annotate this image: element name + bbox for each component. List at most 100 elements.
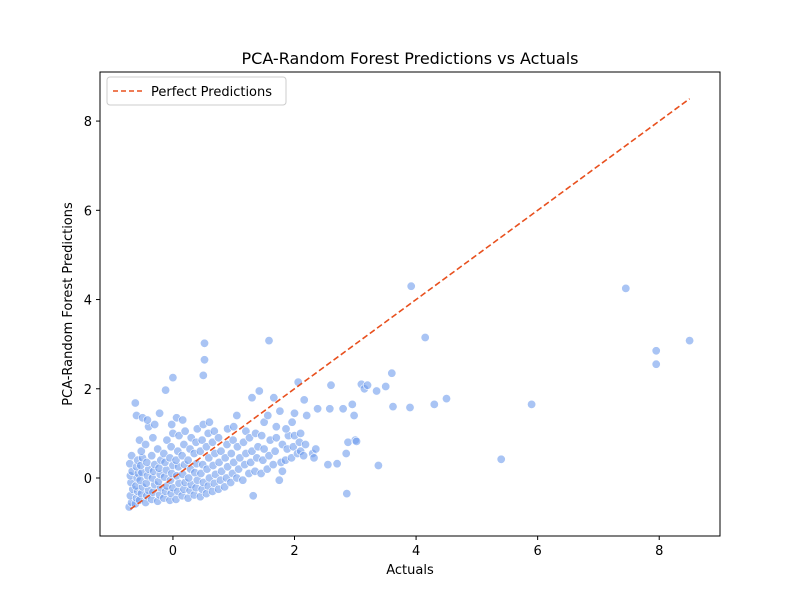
data-point	[496, 454, 506, 464]
data-point	[349, 410, 359, 420]
x-tick-label: 8	[655, 544, 663, 559]
legend: Perfect Predictions	[106, 76, 287, 106]
data-point	[264, 451, 274, 461]
data-point	[302, 410, 312, 420]
data-point	[245, 433, 255, 443]
data-point	[293, 377, 303, 387]
data-point	[441, 394, 451, 404]
data-point	[201, 442, 211, 452]
data-point	[270, 446, 280, 456]
legend-box	[106, 76, 287, 106]
data-point	[229, 457, 239, 467]
data-point	[141, 439, 151, 449]
data-point	[351, 436, 361, 446]
data-point	[342, 489, 352, 499]
data-point	[259, 444, 269, 454]
data-point	[527, 399, 537, 409]
data-point	[196, 468, 206, 478]
data-point	[281, 424, 291, 434]
y-tick-label: 0	[84, 472, 92, 487]
data-point	[223, 462, 233, 472]
data-point	[217, 466, 227, 476]
data-point	[388, 402, 398, 412]
data-point	[142, 415, 152, 425]
data-point	[372, 386, 382, 396]
data-point	[214, 433, 224, 443]
data-point	[178, 415, 188, 425]
data-point	[271, 422, 281, 432]
data-point	[127, 451, 137, 461]
data-point	[226, 477, 236, 487]
y-tick-label: 2	[84, 383, 92, 398]
data-point	[323, 460, 333, 470]
x-tick-label: 6	[534, 544, 542, 559]
data-point	[135, 435, 145, 445]
data-point	[258, 455, 268, 465]
data-point	[338, 404, 348, 414]
data-point	[198, 370, 208, 380]
data-point	[621, 283, 631, 293]
data-point	[130, 398, 140, 408]
data-point	[204, 453, 214, 463]
data-point	[373, 460, 383, 470]
data-point	[332, 459, 342, 469]
data-point	[326, 380, 336, 390]
data-point	[200, 338, 210, 348]
data-point	[341, 448, 351, 458]
data-point	[239, 437, 249, 447]
data-point	[192, 424, 202, 434]
data-point	[651, 346, 661, 356]
data-point	[229, 422, 239, 432]
reference-line-layer	[129, 98, 691, 510]
y-tick-label: 4	[84, 294, 92, 309]
data-point	[177, 451, 187, 461]
data-point	[287, 417, 297, 427]
data-point	[325, 404, 335, 414]
data-point	[153, 444, 163, 454]
legend-label-perfect-predictions: Perfect Predictions	[151, 85, 272, 100]
data-point	[232, 410, 242, 420]
data-point	[214, 457, 224, 467]
data-point	[247, 446, 257, 456]
data-point	[254, 386, 264, 396]
data-point	[275, 406, 285, 416]
data-point	[296, 428, 306, 438]
data-point	[220, 482, 230, 492]
data-point	[180, 426, 190, 436]
x-tick-label: 0	[169, 544, 177, 559]
data-point	[362, 380, 372, 390]
perfect-predictions-line	[129, 98, 691, 510]
data-point	[277, 466, 287, 476]
data-point	[286, 453, 296, 463]
data-point	[209, 426, 219, 436]
data-point	[136, 446, 146, 456]
y-axis-label: PCA-Random Forest Predictions	[61, 202, 76, 406]
x-axis-label: Actuals	[386, 563, 434, 578]
data-point	[246, 457, 256, 467]
data-point	[147, 451, 157, 461]
data-point	[289, 408, 299, 418]
data-point	[200, 355, 210, 365]
plot-frame	[99, 71, 721, 537]
data-point	[159, 448, 169, 458]
y-tick-label: 8	[84, 115, 92, 130]
data-point	[406, 281, 416, 291]
data-point	[195, 446, 205, 456]
data-point	[162, 435, 172, 445]
data-point	[263, 410, 273, 420]
data-point	[685, 336, 695, 346]
data-point	[197, 435, 207, 445]
data-point	[148, 433, 158, 443]
data-point	[150, 419, 160, 429]
data-point	[174, 431, 184, 441]
data-point	[651, 359, 661, 369]
data-point	[204, 417, 214, 427]
data-point	[228, 435, 238, 445]
data-point	[155, 408, 165, 418]
data-point	[256, 468, 266, 478]
data-point	[166, 442, 176, 452]
data-point	[247, 393, 257, 403]
data-point	[171, 455, 181, 465]
data-point	[168, 373, 178, 383]
data-point	[299, 395, 309, 405]
